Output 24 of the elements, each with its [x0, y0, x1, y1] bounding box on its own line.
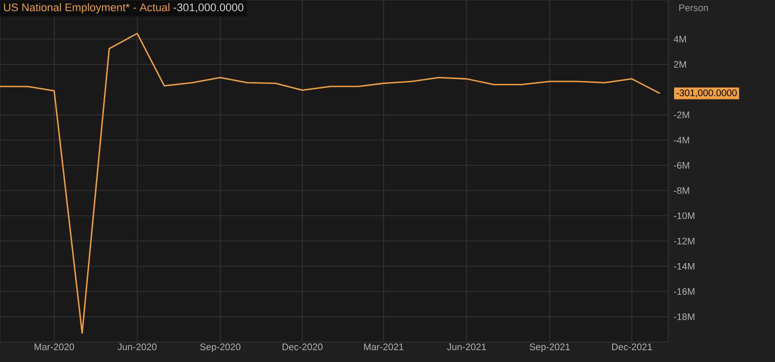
annotation: -301,000.0000	[174, 3, 244, 13]
y-tick-label: -6M	[674, 162, 690, 169]
y-tick-label: -2M	[674, 112, 690, 118]
y-axis-title: Person	[679, 4, 708, 12]
y-tick-label: -16M	[674, 288, 694, 295]
x-tick-label: Sep-2020	[200, 344, 240, 352]
y-tick-label: -12M	[674, 238, 694, 244]
x-tick-label: Mar-2021	[364, 344, 404, 350]
y-tick-label: -4M	[674, 136, 690, 144]
y-tick-label: 2M	[674, 61, 686, 68]
y-tick-label: -8M	[674, 187, 690, 194]
x-tick-label: Sep-2021	[530, 344, 570, 352]
line-series	[0, 32, 661, 334]
x-tick-label: Mar-2020	[34, 344, 74, 350]
y-tick-label: 4M	[674, 36, 686, 42]
x-tick-label: Dec-2020	[282, 344, 323, 350]
y-tick-label: -18M	[674, 313, 694, 320]
y-tick-label: -14M	[674, 263, 694, 270]
x-tick-label: Dec-2021	[612, 344, 652, 350]
x-tick-label: Jun-2020	[118, 344, 157, 350]
chart-title: US National Employment* - Actual	[4, 3, 170, 14]
y-tick-label: -10M	[674, 212, 694, 220]
x-tick-label: Jun-2021	[447, 344, 486, 350]
annotation: -301,000.0000	[676, 89, 737, 98]
